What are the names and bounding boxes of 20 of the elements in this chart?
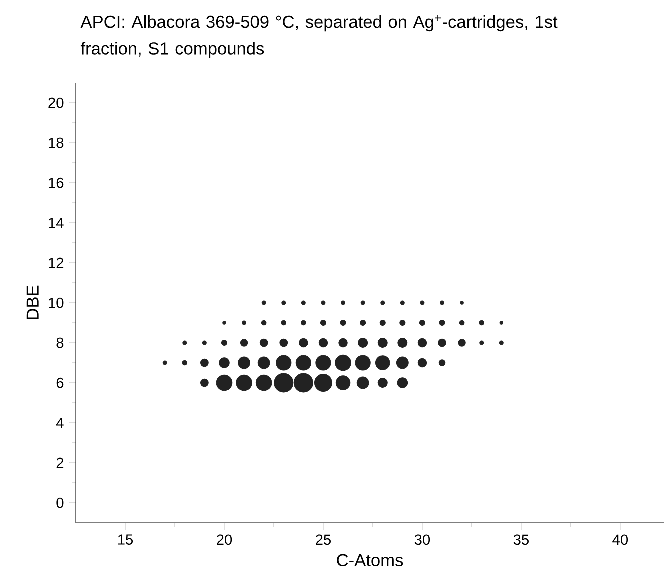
- x-tick-label: 25: [316, 534, 332, 546]
- x-axis-title: C-Atoms: [337, 554, 404, 567]
- y-tick-label: 0: [56, 498, 64, 508]
- y-tick-label: 4: [56, 418, 64, 428]
- chart-title: APCI: Albacora 369-509 °C, separated on Ag$^{+}$-cartridges, 1st fraction, S1 compounds: [80, 15, 558, 58]
- y-axis-title: DBE: [26, 286, 39, 320]
- x-tick-label: 30: [414, 534, 430, 546]
- y-tick-label: 20: [48, 98, 64, 108]
- y-tick-label: 14: [49, 218, 64, 228]
- x-tick-label: 15: [118, 534, 134, 545]
- x-tick-label: 40: [612, 534, 628, 546]
- y-tick-label: 10: [49, 298, 64, 308]
- x-tick-label: 35: [514, 534, 529, 546]
- x-tick-label: 20: [217, 534, 232, 546]
- y-tick-label: 16: [49, 178, 64, 188]
- y-tick-label: 6: [56, 378, 64, 388]
- y-tick-label: 18: [49, 138, 64, 148]
- y-tick-label: 8: [56, 338, 64, 348]
- y-tick-label: 2: [56, 458, 64, 468]
- y-tick-label: 12: [49, 258, 64, 268]
